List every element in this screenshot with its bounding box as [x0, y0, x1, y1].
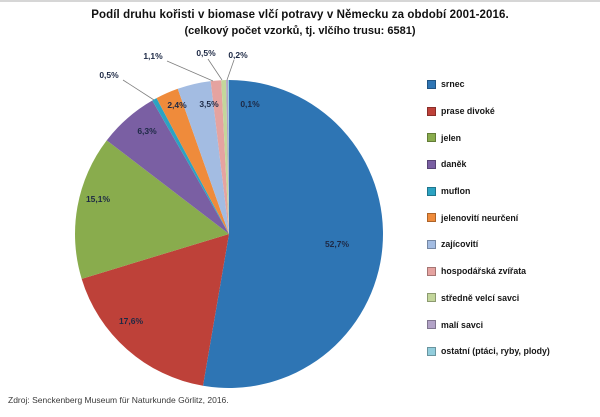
legend-swatch-icon — [427, 159, 436, 169]
pie-slice-jelenoviti-neurceni — [156, 88, 229, 234]
legend-swatch-icon — [427, 79, 436, 89]
leader-line-mali-savci — [226, 59, 235, 81]
chart-subtitle: (celkový počet vzorků, tj. vlčího trusu:… — [184, 25, 416, 37]
legend: srnec prase divoké jelen daněk muflon jelenov… — [427, 71, 550, 365]
legend-swatch-icon — [427, 320, 436, 330]
pie-slice-srnec — [203, 80, 383, 388]
legend-item-hospodarska-zvirata: hospodářská zvířata — [427, 258, 550, 285]
legend-item-danek: daněk — [427, 151, 550, 178]
legend-label: srnec — [441, 79, 465, 90]
legend-swatch-icon — [427, 133, 436, 143]
legend-label: daněk — [441, 159, 467, 170]
slice-label-srnec: 52,7% — [325, 239, 350, 249]
legend-swatch-icon — [427, 106, 436, 116]
slice-label-hospodarska-zvirata: 1,1% — [143, 51, 163, 61]
pie-slice-jelen — [75, 140, 229, 279]
leader-line-hospodarska-zvirata — [166, 60, 214, 82]
legend-label: zajícovití — [441, 239, 479, 250]
slice-label-ostatni-ptaci-ryby-plody: 0,1% — [240, 99, 260, 109]
legend-item-jelenoviti-neurceni: jelenovití neurčení — [427, 204, 550, 231]
chart-title: Podíl druhu kořisti v biomase vlčí potra… — [91, 9, 509, 21]
pie-slice-muflon — [152, 98, 229, 234]
legend-item-mali-savci: malí savci — [427, 311, 550, 338]
leader-line-stredne-velci-savci — [207, 58, 223, 81]
legend-label: malí savci — [441, 319, 484, 330]
slice-label-zajicoviti: 3,5% — [199, 99, 219, 109]
pie-slice-mali-savci — [226, 80, 229, 234]
pie-slice-danek — [106, 100, 229, 234]
pie-slice-hospodarska-zvirata — [210, 80, 229, 234]
legend-swatch-icon — [427, 266, 436, 276]
legend-item-jelen: jelen — [427, 124, 550, 151]
leader-line-muflon — [122, 79, 155, 101]
pie-slice-zajicoviti — [177, 81, 229, 234]
legend-swatch-icon — [427, 213, 436, 223]
legend-swatch-icon — [427, 346, 436, 356]
slice-label-jelen: 15,1% — [86, 194, 111, 204]
pie-chart: 52,7% 17,6% 15,1% 6,3% 0,5% 2,4% 3,5% 1,1% 0,5% 0… — [75, 48, 383, 388]
slice-label-muflon: 0,5% — [99, 70, 119, 80]
legend-swatch-icon — [427, 186, 436, 196]
legend-item-muflon: muflon — [427, 178, 550, 205]
slice-label-mali-savci: 0,2% — [228, 50, 248, 60]
legend-label: jelen — [441, 132, 462, 143]
legend-label: muflon — [441, 186, 471, 197]
legend-item-ostatni-ptaci-ryby-plody: ostatní (ptáci, ryby, plody) — [427, 338, 550, 365]
legend-swatch-icon — [427, 239, 436, 249]
legend-label: ostatní (ptáci, ryby, plody) — [441, 346, 550, 357]
slice-label-jelenoviti-neurceni: 2,4% — [167, 100, 187, 110]
slice-label-danek: 6,3% — [137, 126, 157, 136]
legend-label: prase divoké — [441, 106, 495, 117]
legend-label: hospodářská zvířata — [441, 266, 527, 277]
legend-item-prase-divoke: prase divoké — [427, 98, 550, 125]
legend-swatch-icon — [427, 293, 436, 303]
pie-slice-stredne-velci-savci — [221, 80, 229, 234]
legend-item-zajicoviti: zajícovití — [427, 231, 550, 258]
legend-label: středně velcí savci — [441, 292, 520, 303]
source-note: Zdroj: Senckenberg Museum für Naturkunde… — [8, 395, 229, 405]
pie-slice-prase-divoke — [81, 234, 229, 386]
legend-item-stredne-velci-savci: středně velcí savci — [427, 285, 550, 312]
slice-label-stredne-velci-savci: 0,5% — [196, 48, 216, 58]
legend-label: jelenovití neurčení — [441, 212, 519, 223]
slice-label-prase-divoke: 17,6% — [119, 316, 144, 326]
legend-item-srnec: srnec — [427, 71, 550, 98]
pie-slice-ostatni-ptaci-ryby-plody — [228, 79, 229, 234]
